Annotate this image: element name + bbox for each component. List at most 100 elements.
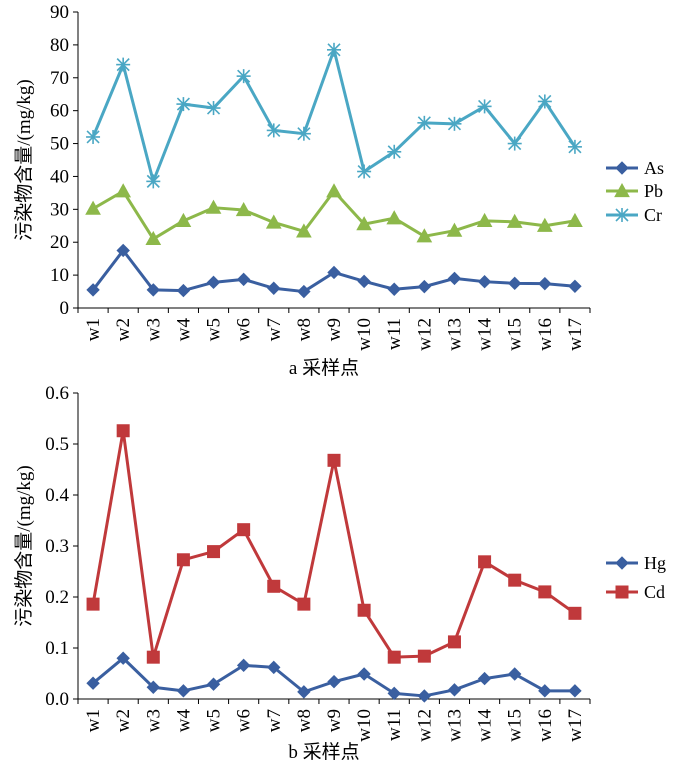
data-point-cd-w8 <box>297 597 311 611</box>
legend-item-hg: Hg <box>606 553 666 573</box>
x-tick-label: w10 <box>354 709 375 742</box>
x-tick-label: w8 <box>294 709 315 732</box>
x-tick-label: w12 <box>414 709 435 742</box>
data-point-cd-w7 <box>267 579 281 593</box>
x-tick-label: w6 <box>234 709 255 732</box>
series-line-cr <box>91 48 577 183</box>
data-point-hg-w14 <box>477 671 492 686</box>
data-point-pb-w2 <box>115 183 132 198</box>
data-point-cr-w12 <box>417 115 432 130</box>
data-point-cr-w13 <box>447 116 462 131</box>
data-point-cr-w3 <box>146 174 161 189</box>
x-tick-label: w16 <box>535 709 556 742</box>
data-point-as-w12 <box>417 279 432 294</box>
x-tick-label: w11 <box>384 709 405 741</box>
legend-label-hg: Hg <box>644 553 666 573</box>
data-point-cr-w2 <box>116 57 131 72</box>
data-point-cr-w15 <box>507 136 522 151</box>
y-tick-label: 60 <box>50 101 69 122</box>
x-tick-label: w9 <box>324 709 345 732</box>
y-axis-label: 污染物含量/(mg/kg) <box>13 465 35 627</box>
data-point-cd-w9 <box>327 453 341 467</box>
data-point-pb-w17 <box>567 212 583 227</box>
data-point-pb-w14 <box>476 212 493 227</box>
data-point-hg-w11 <box>387 686 401 701</box>
data-point-hg-w16 <box>538 684 552 698</box>
data-point-cd-w15 <box>508 573 522 587</box>
data-point-cd-w5 <box>207 545 221 559</box>
x-tick-label: w2 <box>113 318 134 341</box>
data-point-hg-w4 <box>176 684 191 698</box>
y-tick-label: 90 <box>50 2 69 23</box>
series-cr <box>86 42 582 189</box>
data-point-hg-w9 <box>327 674 341 689</box>
x-tick-label: w10 <box>354 318 375 351</box>
x-tick-label: w2 <box>113 709 134 732</box>
x-tick-label: w13 <box>444 318 465 351</box>
data-point-hg-w5 <box>206 677 221 691</box>
legend-item-cd: Cd <box>606 582 665 602</box>
legend-cd-marker <box>615 585 629 599</box>
x-tick-label: w4 <box>173 709 194 733</box>
x-tick-label: w6 <box>234 318 255 341</box>
data-point-as-w7 <box>267 281 281 295</box>
legend-label-as: As <box>644 158 664 178</box>
data-point-as-w16 <box>538 276 552 291</box>
data-point-cr-w9 <box>327 42 341 57</box>
x-tick-label: w8 <box>294 318 315 341</box>
data-point-hg-w8 <box>297 685 311 699</box>
legend-cr-marker <box>615 208 629 222</box>
chart-panel-b: 0.0 0.1 0.2 0.3 0.4 0.5 0.6 w1 w2 w3 w4 w5 w6 w7 w8 w9 w… <box>13 383 666 763</box>
x-tick-label: w5 <box>204 709 225 732</box>
y-tick-label: 40 <box>50 166 69 187</box>
y-tick-label: 30 <box>50 199 69 220</box>
x-tick-label: w14 <box>475 318 496 351</box>
x-tick-label: w9 <box>324 318 345 341</box>
legend-as-marker <box>615 161 629 175</box>
data-point-as-w5 <box>206 275 221 290</box>
data-point-pb-w9 <box>326 183 342 198</box>
data-point-pb-w8 <box>296 223 312 238</box>
data-point-cr-w10 <box>357 164 372 179</box>
data-point-cd-w16 <box>538 585 552 599</box>
legend-hg-marker <box>615 556 629 570</box>
x-tick-label: w7 <box>264 318 285 341</box>
data-point-pb-w11 <box>386 210 403 225</box>
series-hg <box>86 651 582 703</box>
x-tick-label: w15 <box>505 318 526 351</box>
data-point-hg-w17 <box>568 684 582 698</box>
x-tick-label: w11 <box>384 318 405 350</box>
series-pb <box>85 183 583 246</box>
data-point-cd-w14 <box>478 555 492 569</box>
data-point-cd-w3 <box>146 650 160 664</box>
x-tick-label: w17 <box>565 318 586 351</box>
y-tick-label: 0.1 <box>45 638 69 659</box>
data-point-hg-w15 <box>507 667 522 681</box>
x-tick-label: w4 <box>173 318 194 342</box>
x-tick-label: w16 <box>535 318 556 351</box>
data-point-cd-w13 <box>447 635 461 649</box>
data-point-hg-w7 <box>267 660 281 675</box>
y-tick-label: 10 <box>50 265 69 286</box>
data-point-as-w4 <box>176 283 191 298</box>
data-point-hg-w2 <box>116 651 130 665</box>
y-tick-label: 70 <box>50 68 69 89</box>
y-tick-label: 80 <box>50 35 69 56</box>
y-tick-label: 20 <box>50 232 69 253</box>
data-point-pb-w10 <box>356 216 372 231</box>
data-point-cr-w1 <box>86 129 101 144</box>
data-point-as-w11 <box>387 282 401 296</box>
data-point-cr-w5 <box>206 101 221 116</box>
x-tick-label: w12 <box>414 318 435 351</box>
data-point-pb-w3 <box>145 230 162 246</box>
y-tick-label: 0.3 <box>45 536 69 557</box>
series-cd <box>86 424 582 664</box>
x-tick-label: w3 <box>143 709 164 732</box>
data-point-pb-w4 <box>175 212 192 227</box>
x-tick-label: w1 <box>83 318 104 341</box>
data-point-cr-w14 <box>477 99 492 114</box>
series-as <box>86 243 582 299</box>
data-point-as-w17 <box>568 279 582 294</box>
